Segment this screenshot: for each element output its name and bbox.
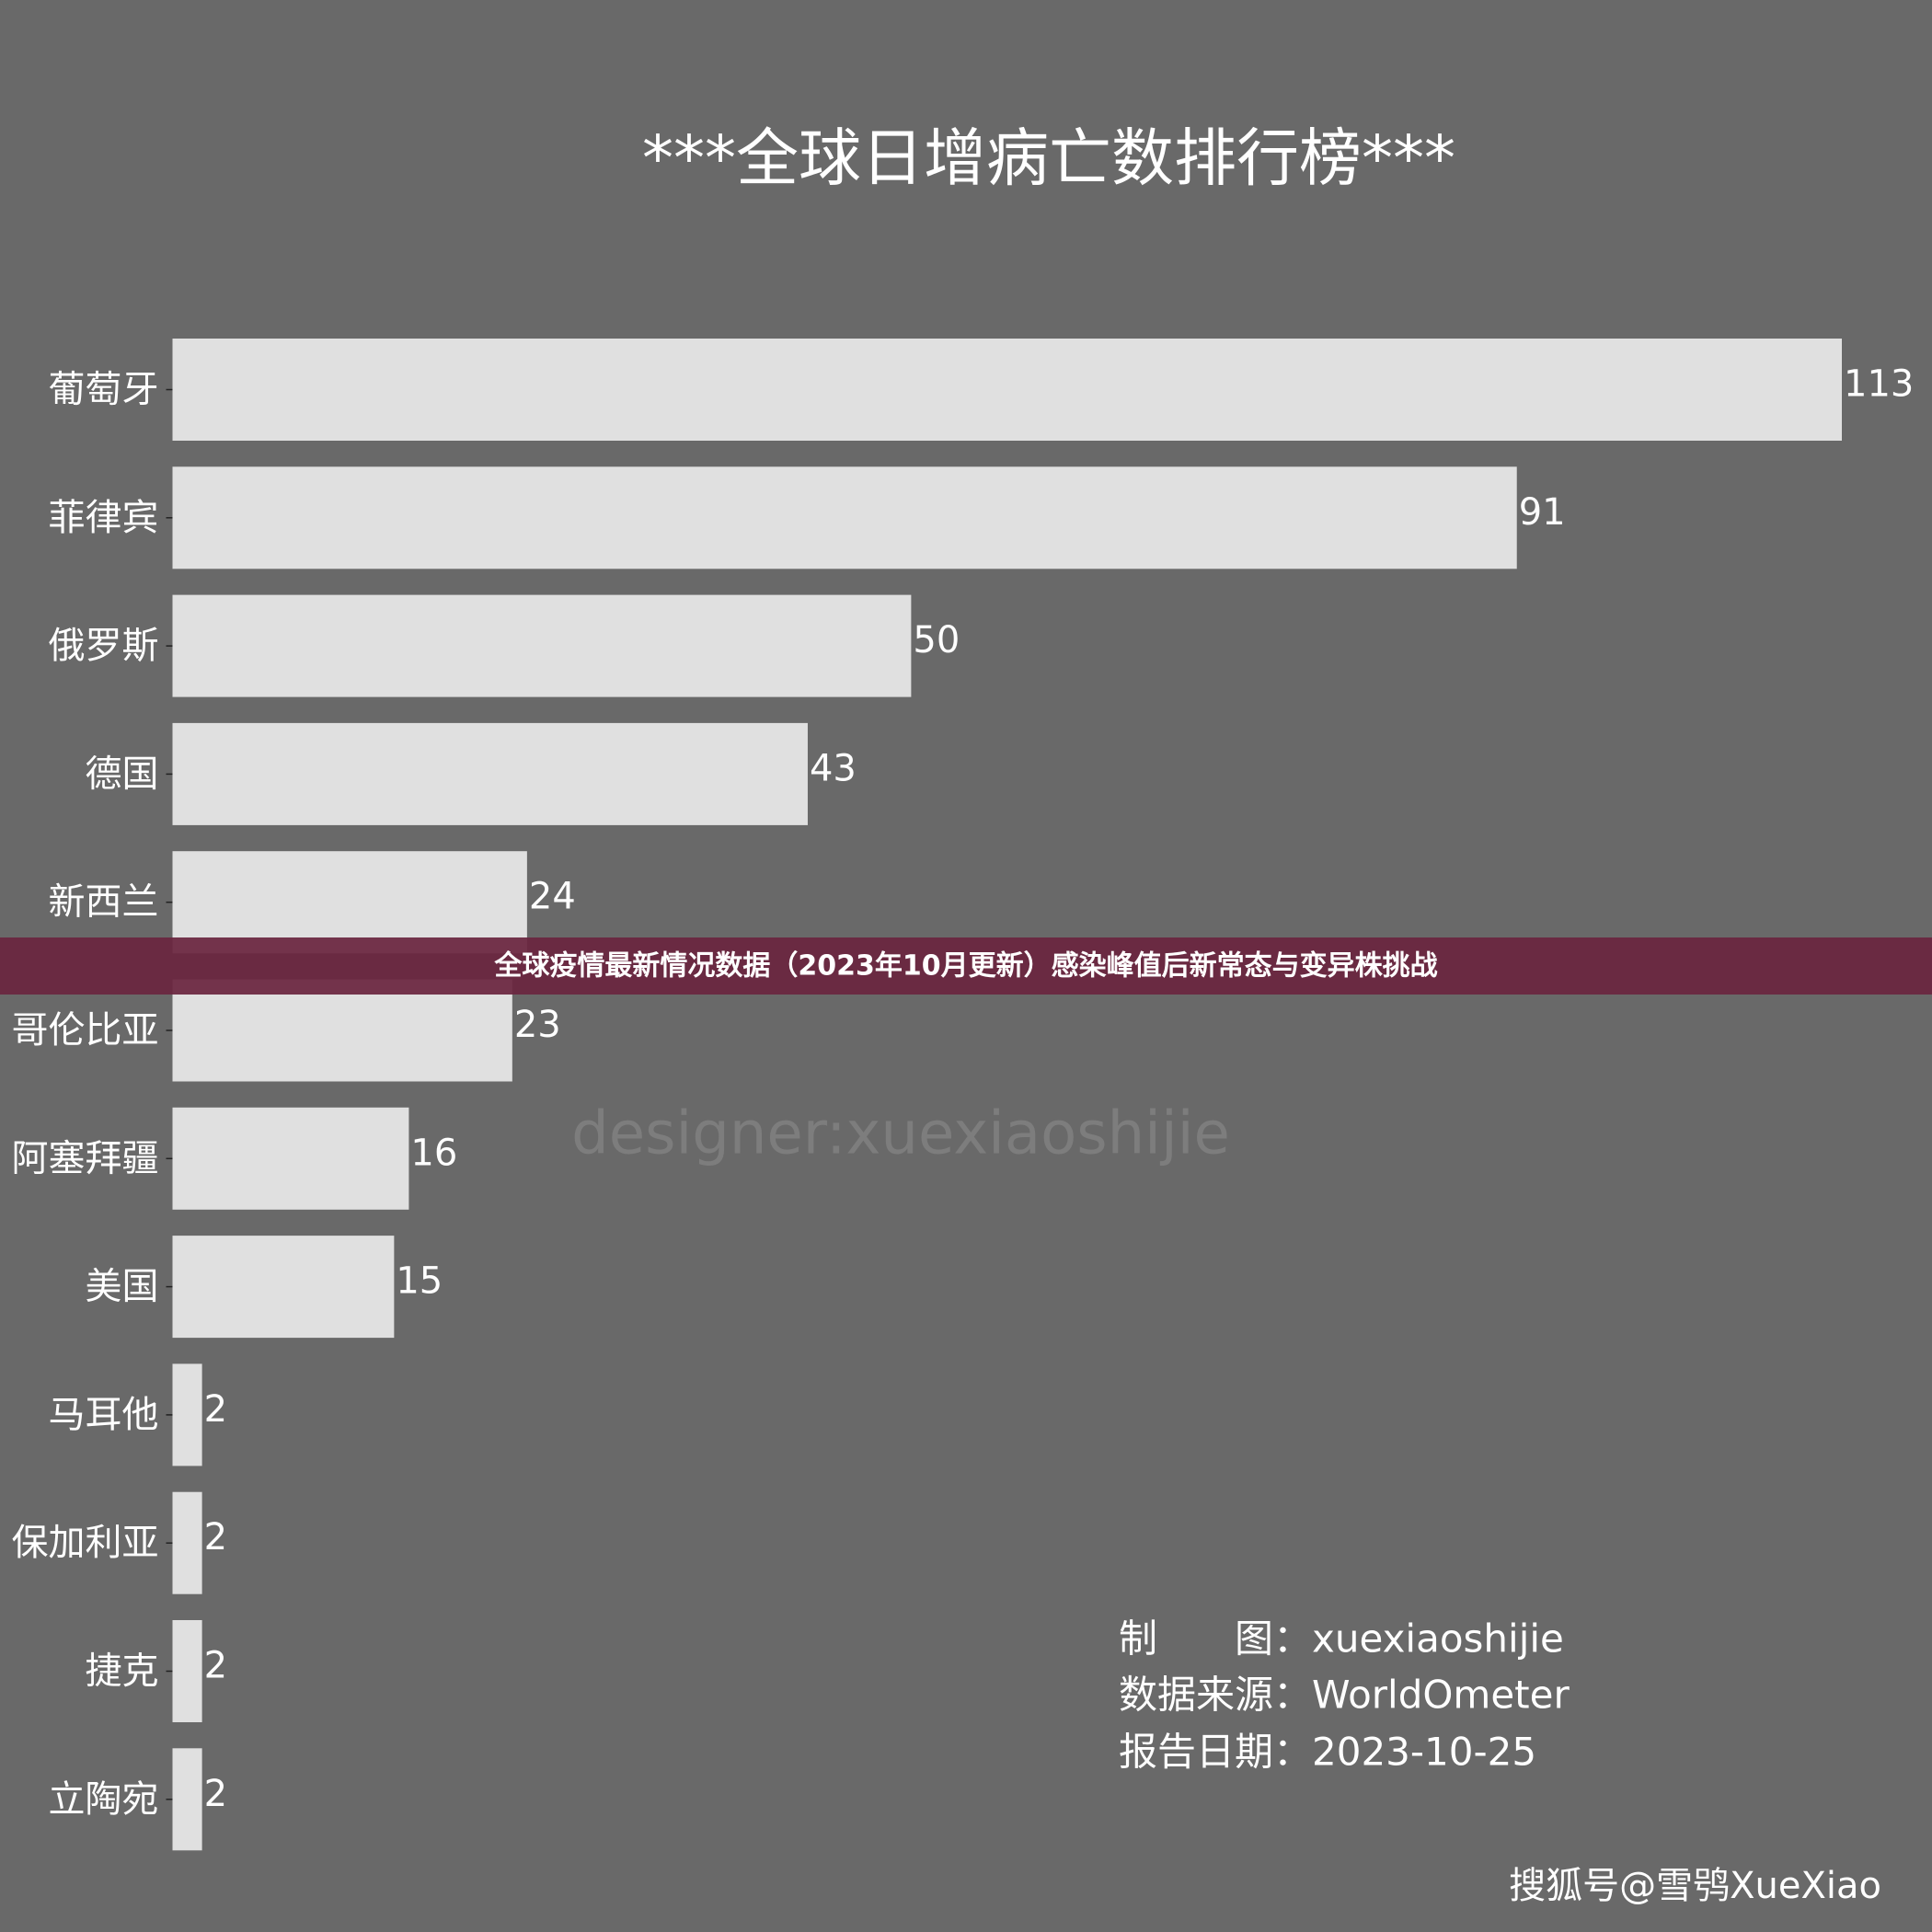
bar bbox=[172, 1620, 202, 1722]
credit: 报告日期：2023-10-25 bbox=[1119, 1730, 1536, 1775]
credit: 制 图：xuexiaoshijie bbox=[1119, 1616, 1564, 1662]
y-tick-label: 阿塞拜疆 bbox=[12, 1137, 159, 1179]
y-tick-label: 葡萄牙 bbox=[49, 369, 159, 411]
chart-title: ***全球日增病亡数排行榜*** bbox=[642, 123, 1455, 196]
footer: 搜狐号@雪鸮XueXiao bbox=[1509, 1865, 1881, 1907]
y-tick-label: 立陶宛 bbox=[49, 1778, 159, 1821]
bar bbox=[172, 851, 527, 954]
bar bbox=[172, 466, 1517, 569]
y-tick-label: 新西兰 bbox=[49, 881, 159, 924]
value-label: 43 bbox=[810, 747, 857, 789]
value-label: 16 bbox=[410, 1132, 457, 1174]
value-label: 2 bbox=[204, 1388, 227, 1431]
banner-text: 全球疫情最新情况数据（2023年10月更新）感染峰值后新常态与变异株挑战 bbox=[493, 950, 1437, 983]
value-label: 91 bbox=[1519, 491, 1566, 534]
y-tick-label: 哥伦比亚 bbox=[12, 1009, 159, 1052]
value-label: 50 bbox=[913, 619, 960, 661]
y-tick-label: 德国 bbox=[86, 753, 159, 795]
bar bbox=[172, 1491, 202, 1594]
y-tick-label: 俄罗斯 bbox=[49, 625, 159, 667]
y-tick-label: 捷克 bbox=[86, 1650, 159, 1693]
bar bbox=[172, 339, 1842, 441]
credit: 数据来源：WorldOmeter bbox=[1119, 1673, 1570, 1718]
y-tick-label: 菲律宾 bbox=[49, 497, 159, 539]
value-label: 15 bbox=[396, 1260, 443, 1303]
bar bbox=[172, 722, 808, 825]
y-tick-label: 保加利亚 bbox=[12, 1522, 159, 1564]
bar bbox=[172, 1107, 409, 1210]
bar bbox=[172, 1363, 202, 1466]
value-label: 23 bbox=[514, 1004, 561, 1046]
value-label: 113 bbox=[1844, 363, 1914, 406]
value-label: 2 bbox=[204, 1645, 227, 1687]
value-label: 2 bbox=[204, 1516, 227, 1558]
bar bbox=[172, 1236, 395, 1339]
bars: 葡萄牙 113 菲律宾 91 俄罗斯 50 德国 43 新西兰 24 哥伦比亚 23 阿塞拜疆 16 美国 1… bbox=[12, 339, 1914, 1851]
bar bbox=[172, 1748, 202, 1851]
y-tick-label: 马耳他 bbox=[49, 1394, 159, 1436]
y-tick-label: 美国 bbox=[86, 1266, 159, 1308]
value-label: 2 bbox=[204, 1773, 227, 1815]
bar bbox=[172, 594, 912, 697]
banner-background bbox=[0, 937, 1932, 995]
watermark: designer:xuexiaoshijie bbox=[571, 1100, 1230, 1168]
bar bbox=[172, 979, 512, 1082]
value-label: 24 bbox=[529, 876, 576, 918]
